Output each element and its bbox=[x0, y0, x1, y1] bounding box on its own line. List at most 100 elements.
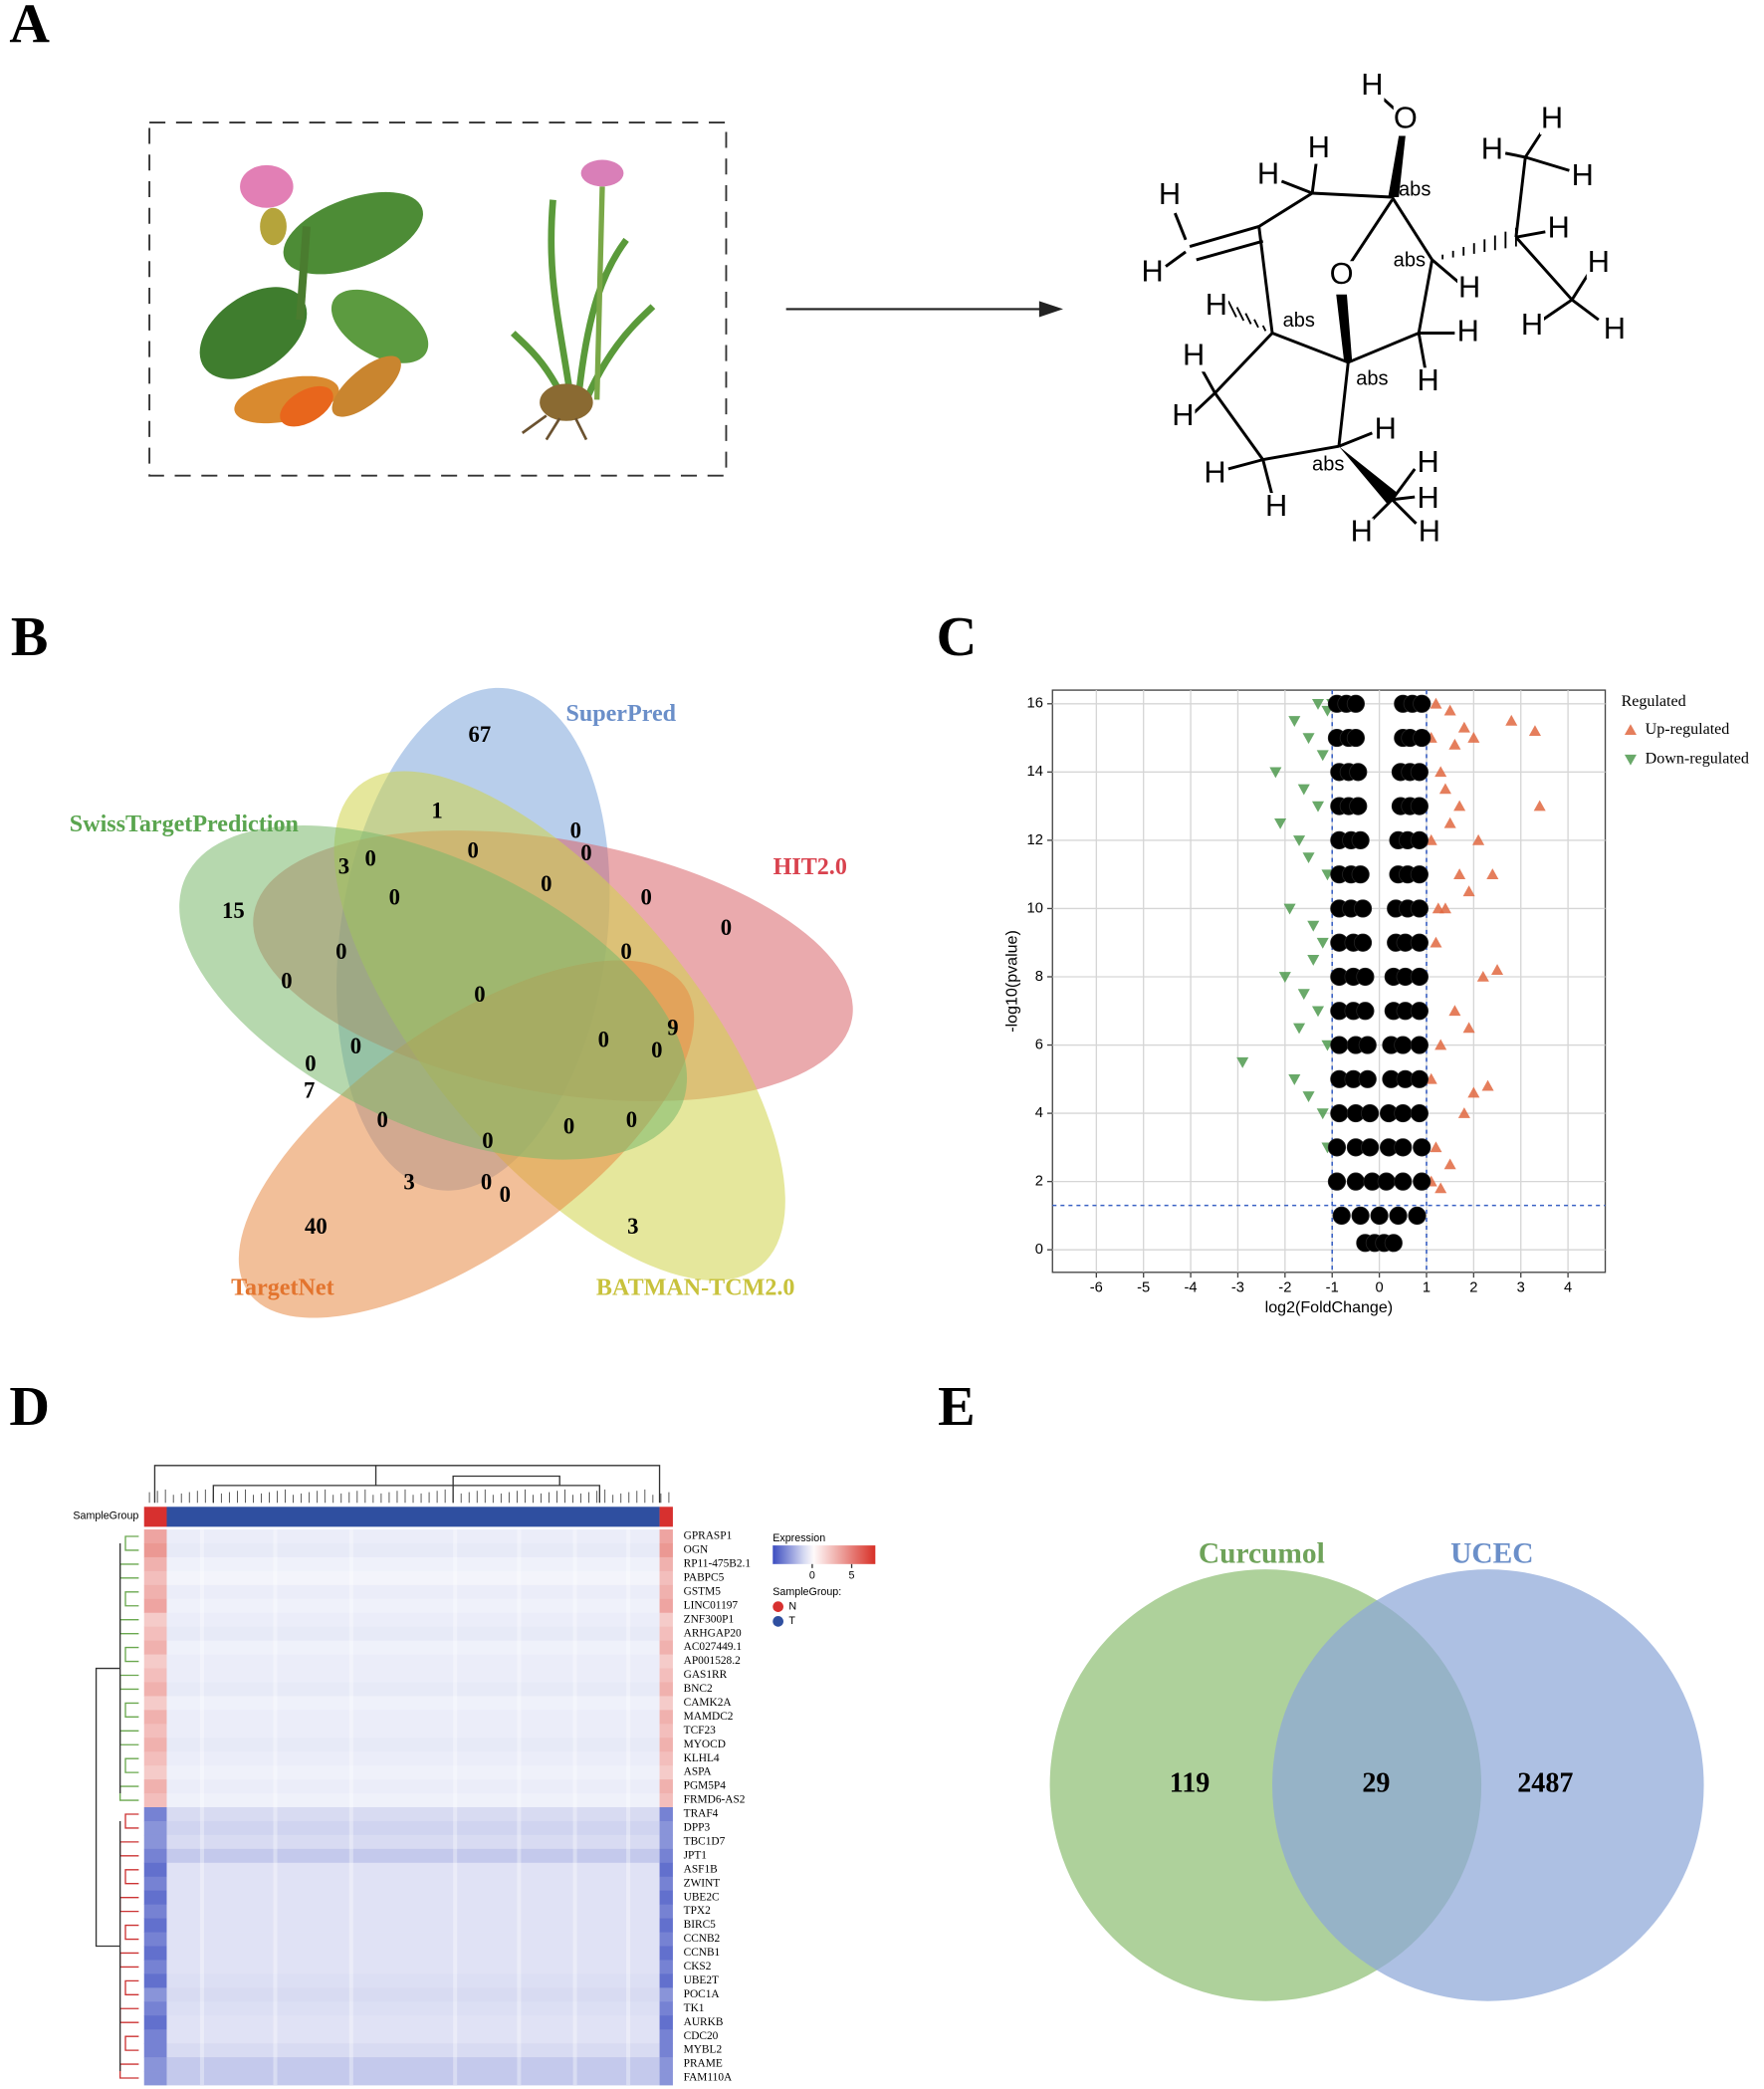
rhizome bbox=[331, 355, 401, 417]
arrow-head bbox=[1038, 301, 1063, 318]
heatmap-cell bbox=[143, 1724, 167, 1739]
x-tick-label: 3 bbox=[1517, 1280, 1525, 1296]
point bbox=[1351, 830, 1370, 849]
flower bbox=[580, 159, 624, 187]
atom-bg bbox=[1264, 493, 1289, 523]
venn-count: 0 bbox=[580, 840, 591, 865]
venn-count: 0 bbox=[626, 1107, 637, 1132]
bond bbox=[1271, 332, 1349, 364]
venn-count: 0 bbox=[500, 1182, 511, 1207]
point bbox=[1353, 899, 1373, 918]
heatmap-cell bbox=[166, 1876, 660, 1892]
row-label: TCF23 bbox=[684, 1725, 717, 1737]
bond bbox=[1262, 444, 1340, 462]
wedge-bond bbox=[1388, 135, 1406, 198]
venn-count: 0 bbox=[620, 939, 631, 964]
legend-label: N bbox=[788, 1600, 796, 1612]
bond bbox=[1338, 431, 1373, 448]
heatmap-cell bbox=[659, 2043, 673, 2058]
venn-set-label: SuperPred bbox=[565, 701, 676, 727]
heatmap-cell bbox=[659, 1570, 673, 1586]
venn-count: 0 bbox=[389, 884, 400, 909]
point bbox=[1410, 830, 1429, 849]
bond bbox=[1200, 367, 1216, 394]
point bbox=[1430, 936, 1442, 948]
bond bbox=[1570, 273, 1590, 301]
bond bbox=[1312, 191, 1393, 199]
venn-set bbox=[1272, 1569, 1704, 2001]
heatmap-cell bbox=[143, 1807, 167, 1822]
row-label: ZWINT bbox=[684, 1877, 721, 1889]
hash-bond bbox=[1270, 331, 1274, 336]
heatmap-cell bbox=[166, 1765, 660, 1780]
atom-bg bbox=[1416, 485, 1440, 515]
heatmap-cell bbox=[166, 1654, 660, 1669]
roots bbox=[521, 414, 588, 441]
atom-label: H bbox=[1419, 513, 1440, 548]
point bbox=[1394, 1172, 1413, 1191]
point bbox=[1410, 1103, 1429, 1123]
point bbox=[1410, 1002, 1429, 1021]
x-tick-label: -6 bbox=[1090, 1280, 1103, 1296]
hash-bond bbox=[1244, 313, 1252, 325]
point bbox=[1370, 1206, 1389, 1226]
row-label: CKS2 bbox=[684, 1961, 712, 1973]
point bbox=[1288, 716, 1301, 727]
sample-group-cell bbox=[659, 1507, 673, 1527]
heatmap-cell bbox=[659, 1710, 673, 1725]
dendrogram bbox=[124, 1591, 139, 1607]
heatmap-cell bbox=[143, 2001, 167, 2016]
point bbox=[1358, 1036, 1377, 1054]
atom-bg bbox=[1416, 448, 1440, 479]
heatmap-cell bbox=[143, 1876, 167, 1892]
heatmap-cell bbox=[166, 1807, 660, 1822]
heatmap-cell bbox=[659, 1960, 673, 1974]
venn-count: 3 bbox=[338, 854, 349, 879]
colorbar-tick-label: 0 bbox=[809, 1570, 815, 1582]
heatmap-cell bbox=[166, 2001, 660, 2016]
venn-set-label: HIT2.0 bbox=[773, 854, 847, 880]
row-label: POC1A bbox=[684, 1988, 721, 2000]
stereo-label: abs bbox=[1356, 368, 1388, 390]
legend-title: Expression bbox=[772, 1532, 825, 1544]
point bbox=[1330, 1103, 1349, 1123]
row-label: KLHL4 bbox=[684, 1752, 720, 1764]
point bbox=[1297, 989, 1310, 1001]
heatmap-cell bbox=[143, 1751, 167, 1766]
heatmap-cell bbox=[659, 1584, 673, 1600]
legend-title: Regulated bbox=[1622, 693, 1686, 710]
row-label: GAS1RR bbox=[684, 1669, 728, 1681]
row-label: UBE2T bbox=[684, 1974, 719, 1986]
heatmap-cell bbox=[143, 1932, 167, 1947]
texture-streak bbox=[273, 1529, 278, 2085]
venn-count: 67 bbox=[469, 722, 492, 747]
heatmap-cell bbox=[143, 1626, 167, 1642]
point bbox=[1467, 1086, 1480, 1098]
venn-count: 0 bbox=[651, 1038, 662, 1062]
heatmap-cell bbox=[659, 1529, 673, 1544]
row-label: GSTM5 bbox=[684, 1585, 722, 1597]
heatmap-cell bbox=[166, 1738, 660, 1752]
venn-count: 0 bbox=[281, 969, 292, 994]
heatmap-cell bbox=[659, 1626, 673, 1642]
point bbox=[1410, 899, 1429, 918]
atom-bg bbox=[1349, 518, 1374, 548]
point bbox=[1316, 1108, 1329, 1120]
point bbox=[1394, 1103, 1413, 1123]
atom-label: H bbox=[1604, 311, 1626, 346]
bond bbox=[1391, 196, 1433, 261]
atom-bg bbox=[1171, 402, 1196, 432]
point bbox=[1438, 783, 1451, 795]
heatmap-cell bbox=[659, 1668, 673, 1683]
atom-bg bbox=[1570, 162, 1595, 192]
atom-label: H bbox=[1588, 244, 1610, 279]
dendrogram bbox=[124, 2035, 139, 2051]
heatmap-cell bbox=[166, 1556, 660, 1572]
row-label: MYOCD bbox=[684, 1739, 726, 1750]
heatmap-cell bbox=[166, 1640, 660, 1655]
heatmap-cell bbox=[659, 1862, 673, 1878]
row-label: ASPA bbox=[684, 1766, 713, 1778]
heatmap-cell bbox=[166, 1918, 660, 1933]
atom-label: H bbox=[1481, 130, 1503, 165]
heatmap-cell bbox=[166, 1696, 660, 1711]
